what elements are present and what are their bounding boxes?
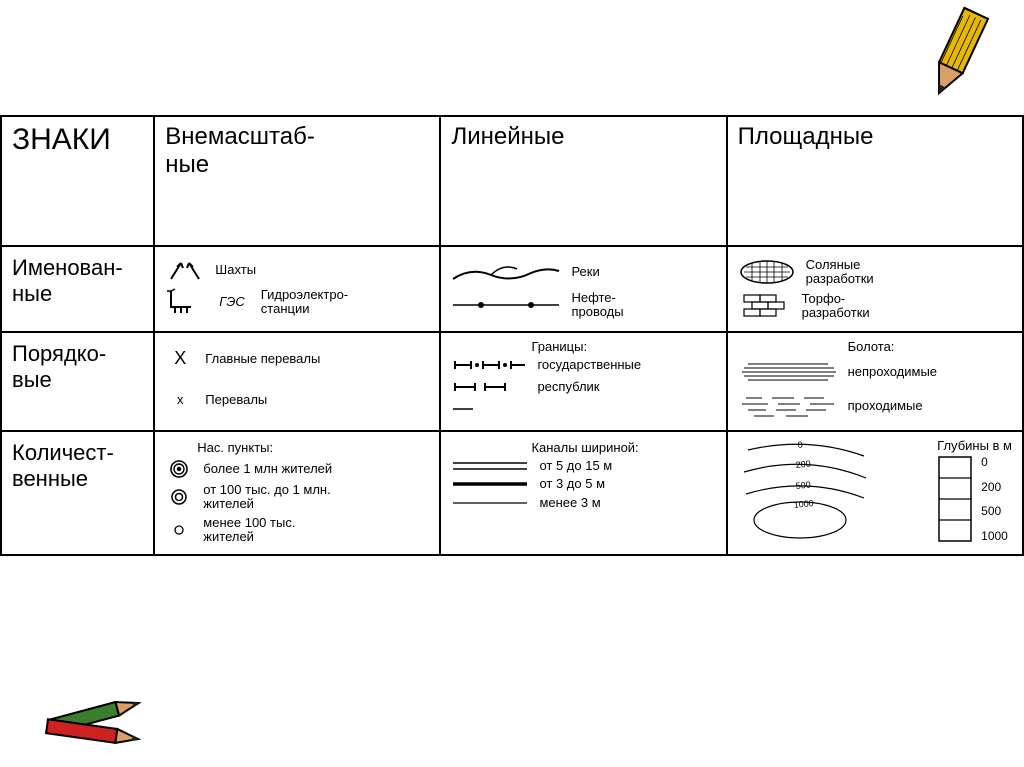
cell-quant-areal: 0 200 500 1000 Глубины в м xyxy=(727,431,1023,555)
city-mid-icon xyxy=(165,488,193,506)
canal-narrow-icon xyxy=(451,498,529,508)
row-quant-head: Количест- венные xyxy=(1,431,154,555)
peat-icon xyxy=(738,291,792,321)
svg-text:0: 0 xyxy=(797,440,803,450)
state-border-icon xyxy=(451,358,527,372)
depth-0: 0 xyxy=(981,455,1008,469)
peat-label: Торфо- разработки xyxy=(802,292,870,321)
settlements-title: Нас. пункты: xyxy=(197,440,429,455)
depth-500: 500 xyxy=(981,504,1008,518)
depths-title: Глубины в м xyxy=(937,438,1012,453)
city-large-icon xyxy=(165,459,193,479)
impassable-label: непроходимые xyxy=(848,365,937,379)
canal-mid-icon xyxy=(451,479,529,489)
header-signs: ЗНАКИ xyxy=(1,116,154,246)
symbols-table: ЗНАКИ Внемасштаб- ные Линейные Площадные… xyxy=(0,115,1024,556)
cell-ordinal-outscale: Х Главные перевалы х Перевалы xyxy=(154,332,440,431)
svg-text:500: 500 xyxy=(795,479,811,491)
main-pass-icon: Х xyxy=(165,349,195,369)
city-large-label: более 1 млн жителей xyxy=(203,462,332,476)
river-icon xyxy=(451,257,561,287)
borders-title: Границы: xyxy=(531,339,715,354)
header-areal: Площадные xyxy=(727,116,1023,246)
republic-border-icon xyxy=(451,380,527,394)
hydro-icon xyxy=(165,287,209,317)
cell-named-outscale: Шахты ГЭС Гидроэлектро- станции xyxy=(154,246,440,332)
passes-label: Перевалы xyxy=(205,393,267,407)
cell-ordinal-areal: Болота: непроходимые xyxy=(727,332,1023,431)
header-linear: Линейные xyxy=(440,116,726,246)
canal-mid-label: от 3 до 5 м xyxy=(539,477,605,491)
depth-200: 200 xyxy=(981,480,1008,494)
pencil-decoration-bottom xyxy=(40,682,150,762)
salt-label: Соляные разработки xyxy=(806,258,874,287)
cell-named-areal: Соляные разработки xyxy=(727,246,1023,332)
header-out-of-scale: Внемасштаб- ные xyxy=(154,116,440,246)
svg-text:200: 200 xyxy=(795,458,811,470)
swamps-title: Болота: xyxy=(848,339,1012,354)
canals-title: Каналы шириной: xyxy=(531,440,715,455)
svg-text:1000: 1000 xyxy=(793,498,814,510)
impassable-swamp-icon xyxy=(738,358,838,386)
depth-scale-icon xyxy=(937,455,975,543)
depth-1000: 1000 xyxy=(981,529,1008,543)
pass-icon: х xyxy=(165,393,195,407)
rivers-label: Реки xyxy=(571,265,599,279)
city-small-icon xyxy=(165,523,193,537)
passable-label: проходимые xyxy=(848,399,923,413)
hydro-label: Гидроэлектро- станции xyxy=(261,288,348,317)
small-border-icon xyxy=(451,405,481,413)
passable-swamp-icon xyxy=(738,392,838,420)
republic-border-label: республик xyxy=(537,380,599,394)
pencil-decoration-top xyxy=(924,0,994,110)
ges-label: ГЭС xyxy=(219,295,244,309)
state-border-label: государственные xyxy=(537,358,641,372)
canal-narrow-label: менее 3 м xyxy=(539,496,600,510)
mines-icon xyxy=(165,257,205,283)
cell-ordinal-linear: Границы: xyxy=(440,332,726,431)
salt-icon xyxy=(738,257,796,287)
mines-label: Шахты xyxy=(215,263,256,277)
pipeline-icon xyxy=(451,295,561,315)
city-small-label: менее 100 тыс. жителей xyxy=(203,516,295,545)
pipelines-label: Нефте- проводы xyxy=(571,291,623,320)
symbols-table-wrap: ЗНАКИ Внемасштаб- ные Линейные Площадные… xyxy=(0,115,1024,556)
depth-contours-icon: 0 200 500 1000 xyxy=(738,438,868,548)
main-passes-label: Главные перевалы xyxy=(205,352,320,366)
city-mid-label: от 100 тыс. до 1 млн. жителей xyxy=(203,483,330,512)
cell-quant-outscale: Нас. пункты: более 1 млн жителей xyxy=(154,431,440,555)
cell-named-linear: Реки Нефте- проводы xyxy=(440,246,726,332)
canal-wide-label: от 5 до 15 м xyxy=(539,459,612,473)
row-ordinal-head: Порядко- вые xyxy=(1,332,154,431)
row-named-head: Именован- ные xyxy=(1,246,154,332)
canal-wide-icon xyxy=(451,459,529,473)
cell-quant-linear: Каналы шириной: от 5 до 15 м xyxy=(440,431,726,555)
